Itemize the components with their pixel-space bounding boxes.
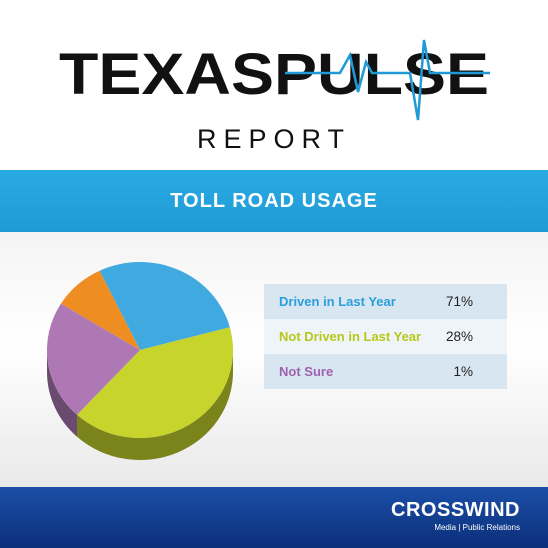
pie-slice	[60, 270, 140, 350]
legend-table: Driven in Last Year 71% Not Driven in La…	[264, 284, 507, 389]
chart-area: Driven in Last Year 71% Not Driven in La…	[0, 232, 548, 487]
pie-chart	[47, 262, 234, 460]
legend-label: Driven in Last Year	[279, 294, 396, 309]
brand-tagline: Media | Public Relations	[434, 523, 520, 532]
pie-slice	[77, 327, 234, 438]
pulse-line-icon	[285, 39, 490, 121]
legend-value: 28%	[445, 329, 473, 344]
legend-value: 71%	[445, 294, 473, 309]
pie-slice-side	[77, 350, 233, 460]
logo-sub-text: REPORT	[197, 124, 351, 154]
legend-row: Driven in Last Year 71%	[264, 284, 507, 319]
brand-name: CROSSWIND	[391, 499, 520, 521]
legend-label: Not Sure	[279, 364, 334, 379]
report-header: TEXASPULSE REPORT	[0, 0, 548, 170]
legend-value: 1%	[453, 364, 473, 379]
pie-slice	[99, 262, 230, 350]
texas-pulse-logo: TEXASPULSE REPORT	[59, 39, 490, 154]
pie-slice	[47, 303, 140, 415]
footer-bar: CROSSWIND Media | Public Relations	[0, 487, 548, 548]
logo-main-text: TEXASPULSE	[59, 42, 489, 107]
pie-slice-side	[47, 350, 78, 437]
title-banner: TOLL ROAD USAGE	[0, 170, 548, 232]
crosswind-logo: CROSSWIND Media | Public Relations	[391, 500, 520, 532]
chart-title: TOLL ROAD USAGE	[170, 189, 378, 212]
legend-row: Not Sure 1%	[264, 354, 507, 389]
legend-label: Not Driven in Last Year	[279, 329, 422, 344]
legend-row: Not Driven in Last Year 28%	[264, 319, 507, 354]
